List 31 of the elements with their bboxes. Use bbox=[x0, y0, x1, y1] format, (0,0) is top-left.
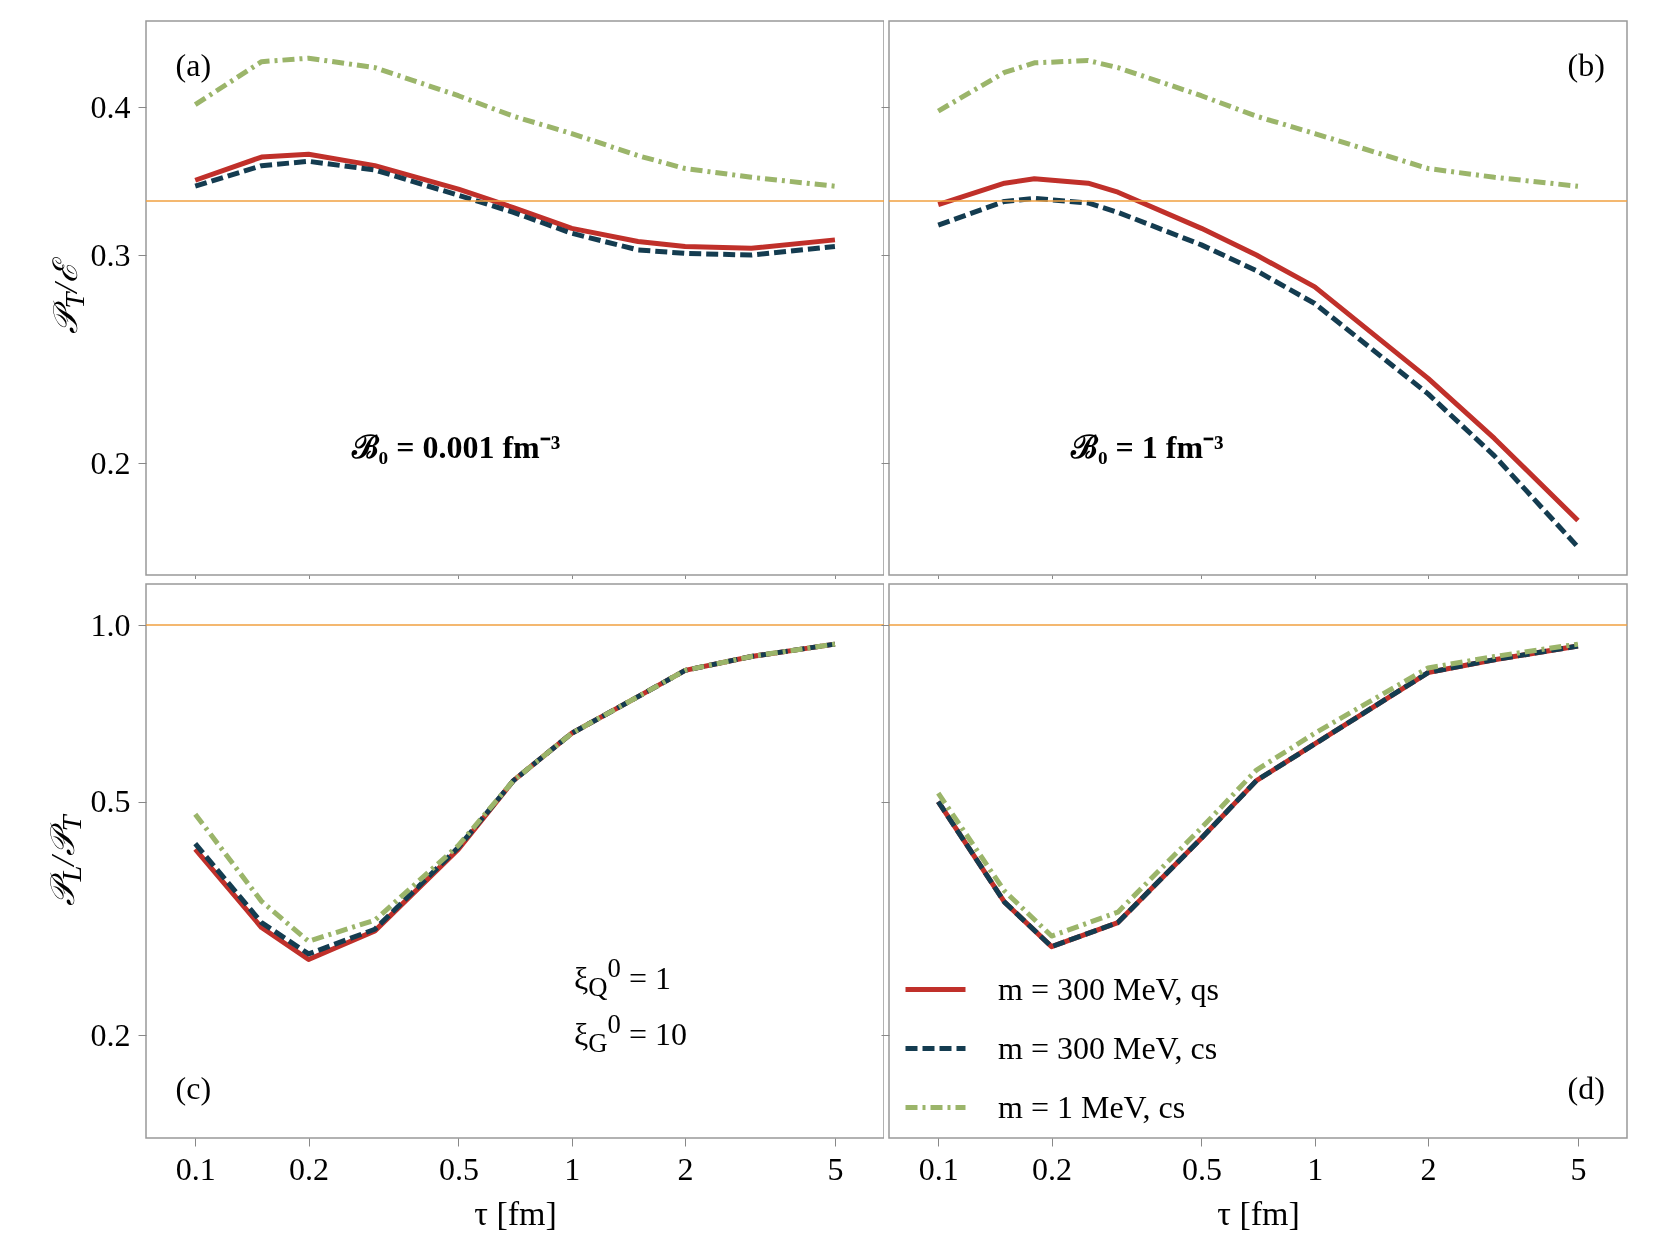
y-tick-label: 1.0 bbox=[90, 606, 131, 643]
y-tick-label: 0.4 bbox=[90, 88, 131, 125]
annotation: (b) bbox=[1567, 46, 1605, 83]
annotation: ℬ₀ = 0.001 fm⁻³ bbox=[351, 428, 561, 465]
x-tick-label: 2 bbox=[1420, 1150, 1437, 1187]
legend-label: m = 300 MeV, qs bbox=[998, 970, 1220, 1007]
annotation: ξ$_{Q}$$^{0}$ = 1 bbox=[574, 953, 671, 1003]
legend-label: m = 1 MeV, cs bbox=[998, 1088, 1186, 1125]
x-tick-label: 0.5 bbox=[438, 1150, 479, 1187]
annotation: ℬ₀ = 1 fm⁻³ bbox=[1070, 428, 1224, 465]
annotation: (c) bbox=[175, 1069, 212, 1106]
annotation: (d) bbox=[1567, 1069, 1605, 1106]
annotation: (a) bbox=[175, 46, 212, 83]
x-tick-label: 0.5 bbox=[1181, 1150, 1222, 1187]
annotation: ξ$_{G}$$^{0}$ = 10 bbox=[574, 1008, 687, 1058]
y-tick-label: 0.5 bbox=[90, 783, 131, 820]
x-tick-label: 0.1 bbox=[175, 1150, 216, 1187]
y-tick-label: 0.2 bbox=[90, 444, 131, 481]
x-tick-label: 1 bbox=[564, 1150, 581, 1187]
y-tick-label: 0.3 bbox=[90, 236, 131, 273]
x-tick-label: 0.2 bbox=[289, 1150, 330, 1187]
x-axis-title: τ [fm] bbox=[1217, 1194, 1300, 1232]
legend-label: m = 300 MeV, cs bbox=[998, 1029, 1218, 1066]
x-tick-label: 0.1 bbox=[918, 1150, 959, 1187]
x-tick-label: 5 bbox=[827, 1150, 844, 1187]
x-tick-label: 1 bbox=[1307, 1150, 1324, 1187]
y-tick-label: 0.2 bbox=[90, 1016, 131, 1053]
x-tick-label: 0.2 bbox=[1032, 1150, 1073, 1187]
x-tick-label: 2 bbox=[677, 1150, 694, 1187]
x-axis-title: τ [fm] bbox=[474, 1194, 557, 1232]
x-tick-label: 5 bbox=[1570, 1150, 1587, 1187]
